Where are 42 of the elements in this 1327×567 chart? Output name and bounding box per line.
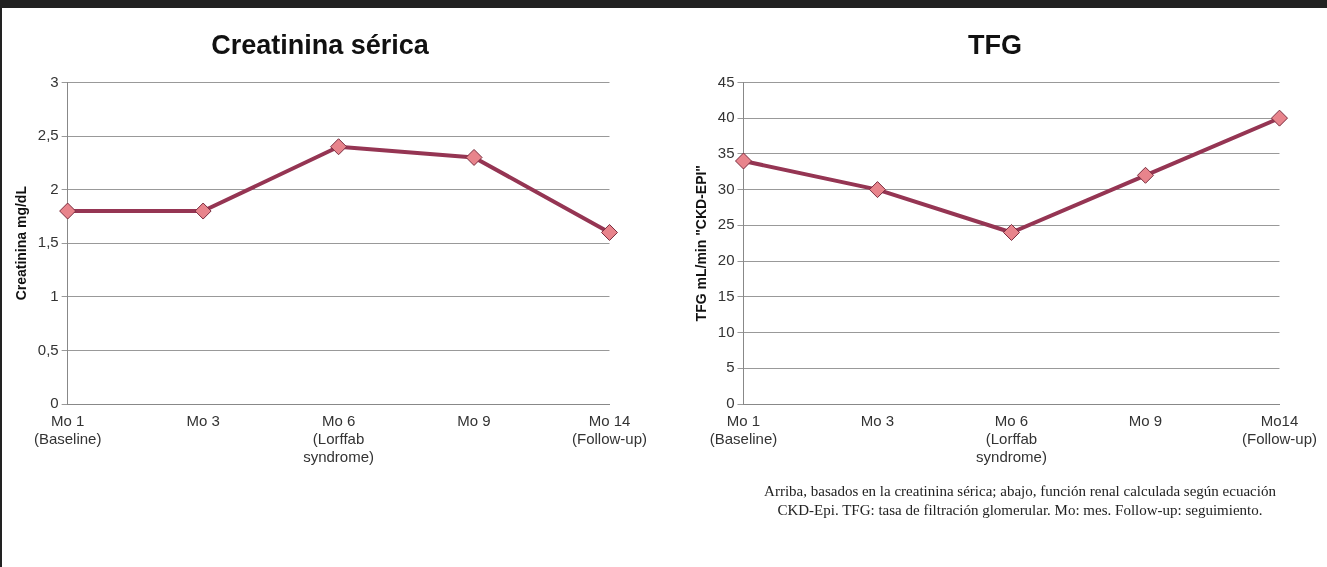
chart-title: TFG <box>968 29 1022 60</box>
x-tick-label: Mo 9 <box>1128 412 1163 430</box>
point <box>194 202 212 220</box>
y-tick-label: 20 <box>717 251 735 269</box>
y-axis-title: TFG mL/min "CKD-EPI" <box>693 165 710 322</box>
chart-title: Creatinina sérica <box>211 29 430 60</box>
point <box>600 223 618 241</box>
y-tick-label: 15 <box>717 286 735 304</box>
y-tick-label: 30 <box>717 179 735 197</box>
x-tick-label: Mo 6 (Lorffab syndrome) <box>976 412 1047 466</box>
y-axis-title: Creatinina mg/dL <box>13 185 30 301</box>
y-tick-label: 45 <box>717 72 735 90</box>
y-tick-label: 3 <box>50 72 59 90</box>
x-tick-label: Mo 14 (Follow-up) <box>571 412 647 448</box>
y-tick-label: 25 <box>717 215 735 233</box>
y-tick-label: 1 <box>50 286 59 304</box>
point <box>59 202 77 220</box>
y-tick-label: 5 <box>726 358 735 376</box>
x-tick-label: Mo 1 (Baseline) <box>709 412 778 448</box>
y-tick-label: 2,5 <box>37 126 59 144</box>
x-tick-label: Mo 3 <box>860 412 895 430</box>
point <box>1270 109 1288 127</box>
y-tick-label: 0 <box>726 394 735 412</box>
x-tick-label: Mo14 (Follow-up) <box>1241 412 1317 448</box>
point <box>1002 223 1020 241</box>
point <box>330 138 348 156</box>
y-tick-label: 35 <box>717 144 735 162</box>
x-tick-label: Mo 6 (Lorffab syndrome) <box>303 412 374 466</box>
text: Arriba, basados en la creatinina sérica; abajo, función renal calculada según ecuación CKD-Epi. TFG: tasa de filtración glomerular. Mo: mes. Follow-up: seguimiento. <box>763 482 1277 520</box>
point <box>868 181 886 199</box>
y-tick-label: 0,5 <box>37 340 59 358</box>
point <box>734 152 752 170</box>
y-tick-label: 10 <box>717 322 735 340</box>
x-tick-label: Mo 1 (Baseline) <box>33 412 102 448</box>
y-tick-label: 1,5 <box>37 233 59 251</box>
y-tick-label: 0 <box>50 394 59 412</box>
x-tick-label: Mo 3 <box>186 412 220 430</box>
x-tick-label: Mo 9 <box>457 412 491 430</box>
point <box>1136 166 1154 184</box>
y-tick-label: 40 <box>717 108 735 126</box>
point <box>465 148 483 166</box>
y-tick-label: 2 <box>50 179 59 197</box>
